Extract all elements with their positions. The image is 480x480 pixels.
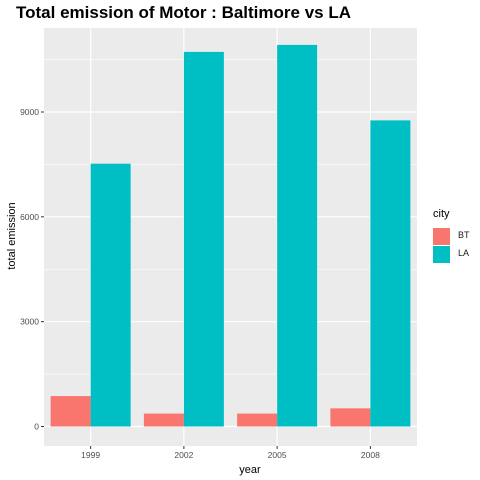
x-tick-label: 2002 [174,450,193,460]
legend-title: city [433,208,450,220]
bar-la-1999 [90,163,131,427]
x-tick-label: 2008 [361,450,380,460]
x-axis: 1999 2002 2005 2008 [81,446,380,460]
y-axis: 0 3000 6000 9000 [20,107,44,432]
bar-la-2008 [370,120,411,427]
x-tick-label: 2005 [268,450,287,460]
legend-label-bt: BT [458,230,470,240]
bars [50,44,411,427]
y-tick-label: 3000 [20,317,39,327]
bar-bt-2008 [330,408,371,427]
y-tick-label: 6000 [20,212,39,222]
legend-swatch-la [433,246,450,263]
y-tick-label: 0 [34,422,39,432]
y-axis-label: total emission [6,202,18,269]
bar-bt-2005 [237,413,278,427]
bar-la-2002 [183,51,224,427]
chart-title: Total emission of Motor : Baltimore vs L… [16,3,351,22]
legend-item-bt: BT [433,228,473,246]
bar-la-2005 [277,44,318,427]
x-tick-label: 1999 [81,450,100,460]
x-axis-label: year [239,464,261,476]
bar-bt-1999 [50,396,91,427]
legend-label-la: LA [458,248,470,258]
legend-swatch-bt [433,228,450,245]
bar-bt-2002 [143,413,184,427]
legend-item-la: LA [433,246,473,264]
y-tick-label: 9000 [20,107,39,117]
